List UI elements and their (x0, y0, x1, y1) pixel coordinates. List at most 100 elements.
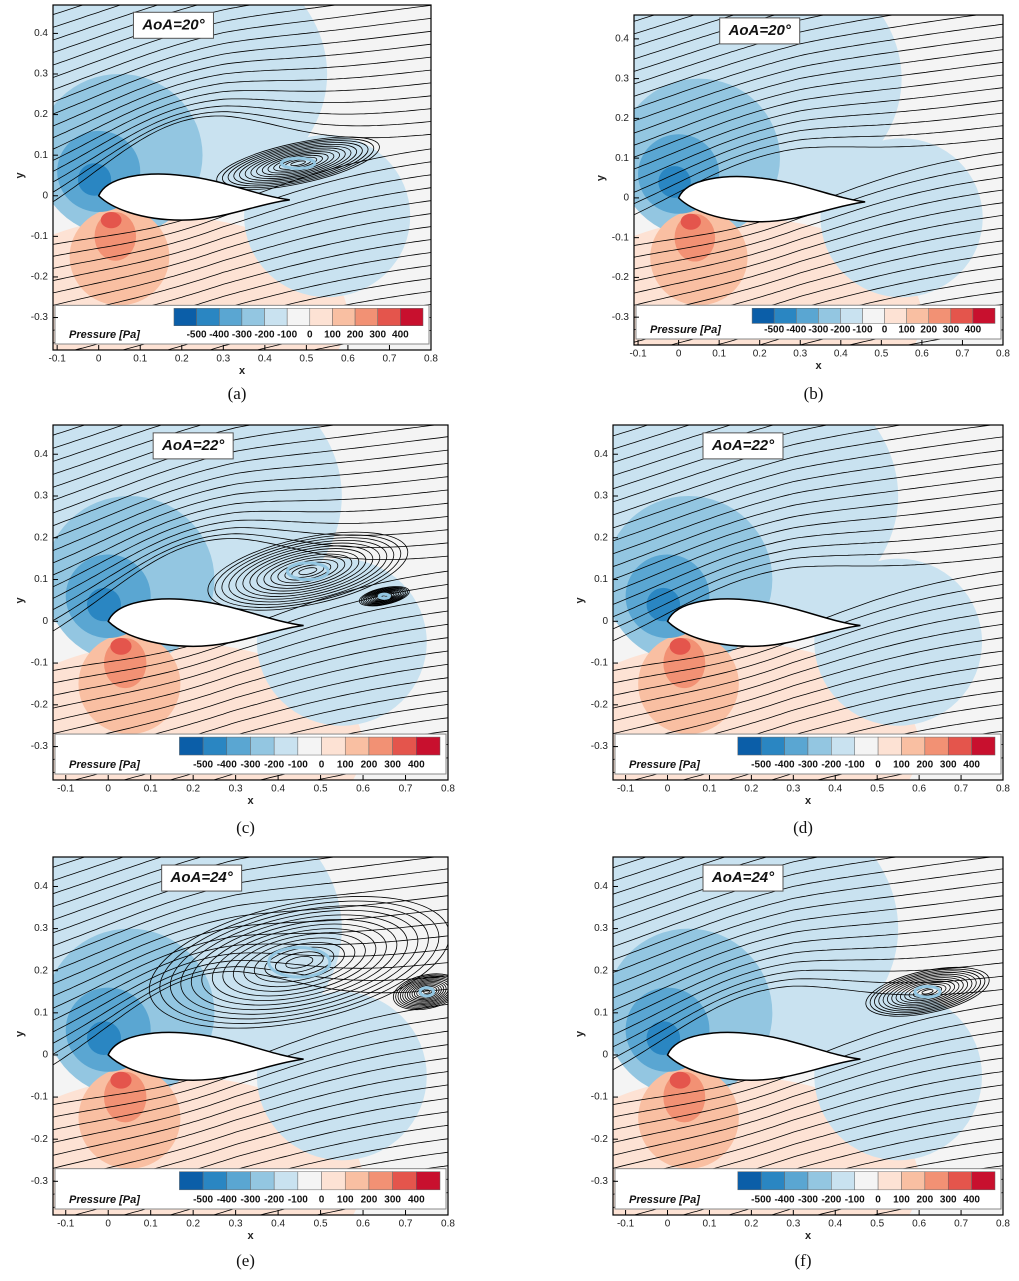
colorbar-swatch (901, 736, 926, 756)
vortex-streamline (399, 977, 448, 1007)
vortex-streamline (290, 160, 306, 167)
streamline (53, 922, 448, 1009)
pressure-contour (669, 638, 691, 655)
streamline (613, 543, 1003, 630)
streamline (53, 476, 448, 564)
y-tick-label: 0 (42, 616, 48, 627)
pressure-contour (86, 587, 121, 622)
plot-frame (52, 856, 449, 1216)
streamline (613, 476, 1003, 567)
airfoil (666, 598, 861, 648)
colorbar-swatch (784, 1171, 809, 1191)
streamline (613, 1057, 1003, 1156)
colorbar-tick-label: 100 (893, 1195, 910, 1206)
colorbar-tick-label: 0 (319, 760, 325, 771)
colorbar-tick-label: -500 (751, 1195, 771, 1206)
x-axis-label: x (247, 1230, 254, 1242)
streamline (53, 1071, 448, 1169)
streamline (634, 87, 1003, 170)
colorbar-tick-label: -100 (845, 760, 865, 771)
y-tick-label: 0.1 (34, 1007, 48, 1018)
streamline (53, 597, 448, 696)
streamline (53, 174, 431, 269)
streamline (53, 857, 439, 947)
streamline (53, 895, 448, 985)
vortex-streamline (882, 973, 973, 1010)
colorbar-tick-label: -100 (288, 1195, 308, 1206)
pressure-contour (86, 1021, 121, 1055)
streamline (634, 125, 1003, 205)
annotation-box (702, 432, 784, 460)
vortex-streamline (263, 553, 353, 589)
streamline (634, 215, 1003, 306)
x-tick-label: 0.5 (299, 354, 313, 365)
streamline (53, 425, 337, 501)
colorbar-swatch (286, 308, 311, 326)
streamline (53, 425, 253, 488)
colorbar-tick-label: -500 (193, 760, 213, 771)
streamline (53, 637, 448, 735)
vortex-streamline (891, 977, 964, 1007)
y-tick-label: -0.1 (31, 658, 49, 669)
x-tick-label: 0.2 (753, 349, 767, 360)
panel: -500 -400 -300 -200 -100 0 100 200 300 400 Pressur… (595, 14, 1010, 403)
plot-frame (52, 424, 449, 781)
colorbar-swatch (392, 736, 417, 756)
vortex-streamline (253, 942, 345, 983)
vortex-streamline (244, 145, 352, 181)
x-tick-label: 0.7 (954, 784, 968, 795)
vortex-streamline (291, 564, 325, 578)
colorbar-swatch (392, 1171, 417, 1191)
colorbar-tick-label: -100 (852, 325, 872, 336)
colorbar-swatch (807, 1171, 832, 1191)
vortex-streamline (921, 989, 934, 995)
colorbar-tick-label: 200 (347, 330, 364, 341)
vortex-streamline (148, 896, 448, 1029)
x-tick-label: 0.7 (399, 784, 413, 795)
streamline (53, 56, 431, 139)
colorbar-tick-label: 0 (882, 325, 888, 336)
streamline (613, 975, 1003, 1059)
plot-area (613, 857, 1003, 1215)
vortex-streamline (207, 531, 409, 611)
vortex-streamline (211, 923, 387, 1001)
colorbar-swatch (241, 308, 265, 326)
streamline (613, 857, 899, 935)
colorbar-swatch (831, 1171, 855, 1191)
vortex-streamline (232, 932, 366, 992)
colorbar-tick-label: -400 (217, 760, 237, 771)
x-tick-label: 0.3 (216, 354, 230, 365)
colorbar-tick-label: 300 (384, 760, 401, 771)
streamline (613, 463, 1003, 555)
vortex-streamline (242, 545, 374, 597)
streamline (613, 908, 1003, 999)
colorbar-tick-label: 300 (384, 1195, 401, 1206)
y-tick-label: -0.3 (31, 1176, 49, 1187)
y-tick-label: 0.3 (34, 69, 48, 80)
x-tick-label: 0.1 (712, 349, 726, 360)
streamline (53, 935, 448, 1021)
colorbar-title: Pressure [Pa] (650, 324, 721, 336)
colorbar-tick-label: 100 (324, 330, 341, 341)
colorbar-swatch (877, 736, 902, 756)
streamline (634, 15, 777, 60)
colorbar-tick-label: -200 (264, 760, 284, 771)
streamline (53, 425, 163, 462)
x-tick-label: -0.1 (617, 784, 635, 795)
colorbar-swatch (309, 308, 333, 326)
y-tick-label: 0.1 (34, 574, 48, 585)
y-tick-label: 0 (623, 193, 629, 204)
vortex-core (279, 156, 317, 170)
streamline (53, 105, 431, 183)
vortex-streamline (409, 982, 445, 1002)
colorbar-tick-label: -500 (764, 325, 784, 336)
colorbar-tick-label: -400 (775, 1195, 795, 1206)
colorbar-tick-label: 400 (408, 760, 425, 771)
colorbar-title: Pressure [Pa] (629, 1194, 700, 1206)
y-tick-label: 0.2 (34, 965, 48, 976)
vortex-streamline (222, 138, 375, 189)
colorbar-swatch (901, 1171, 926, 1191)
streamline (53, 30, 431, 115)
vortex-streamline (365, 588, 403, 604)
colorbar-swatch (173, 308, 197, 326)
